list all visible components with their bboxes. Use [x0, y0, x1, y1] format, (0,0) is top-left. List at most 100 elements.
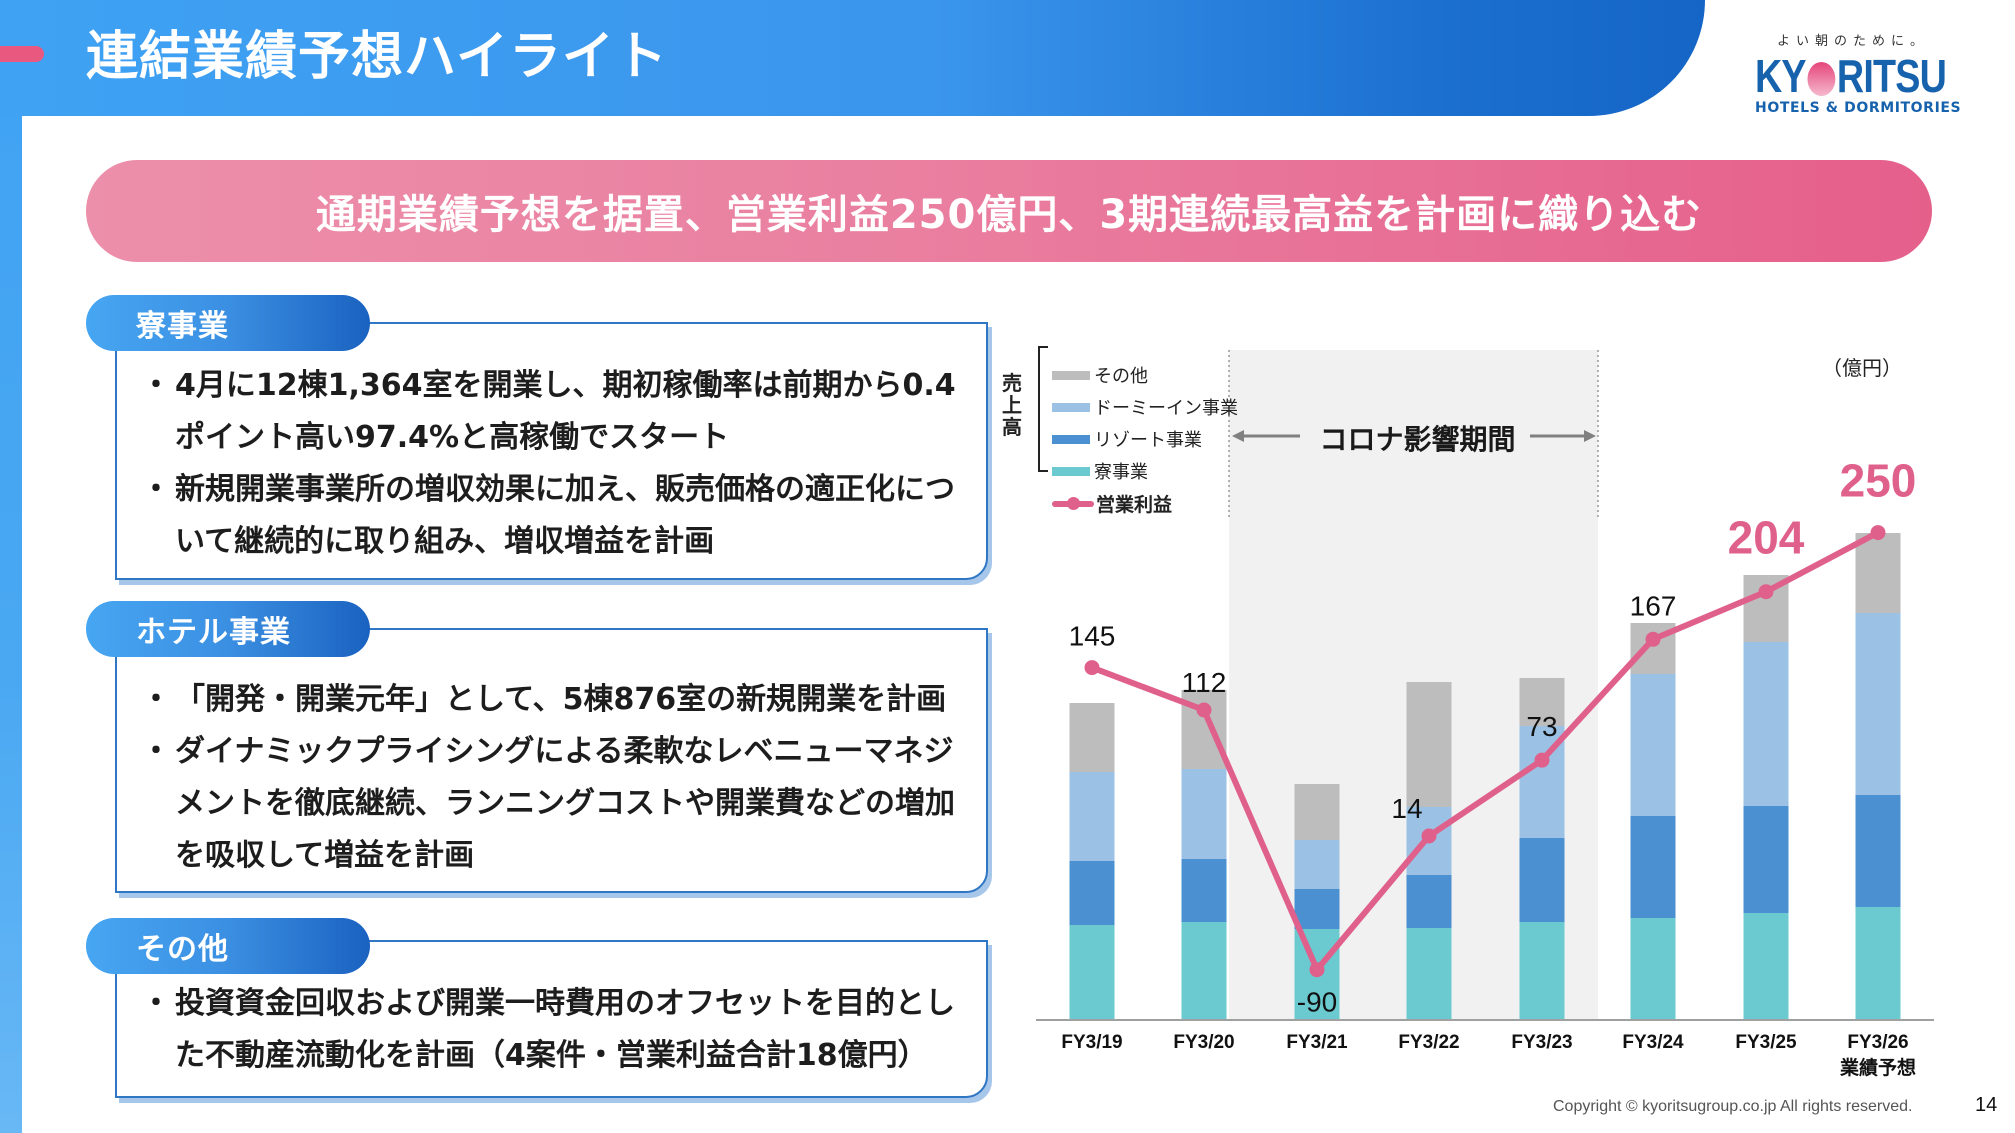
- legend-bracket: [1038, 346, 1048, 472]
- page-number: 14: [1975, 1094, 1998, 1116]
- profit-data-label: 73: [1526, 711, 1557, 742]
- bar-segment: [1743, 642, 1789, 806]
- bar-segment: [1406, 682, 1452, 807]
- legend-label: 寮事業: [1094, 462, 1148, 483]
- bar-segment: [1406, 928, 1452, 1019]
- bar-segment: [1406, 807, 1452, 875]
- header-band: [0, 0, 1705, 116]
- bar-segment: [1294, 840, 1340, 889]
- bar-stack-FY3/19: [1069, 703, 1115, 1019]
- bar-stack-FY3/20: [1181, 690, 1227, 1019]
- bullet-item: 「開発・開業元年」として、5棟876室の新規開業を計画: [141, 674, 968, 726]
- x-tick-label: FY3/23: [1511, 1032, 1572, 1053]
- bar-segment: [1855, 533, 1901, 613]
- headline-text: 通期業績予想を据置、営業利益250億円、3期連続最高益を計画に織り込む: [315, 192, 1703, 238]
- legend-sales-label: 売上高: [1002, 371, 1022, 439]
- x-tick-label: FY3/20: [1173, 1032, 1234, 1053]
- header-accent-mark: [0, 46, 44, 62]
- headline-banner: 通期業績予想を据置、営業利益250億円、3期連続最高益を計画に織り込む: [86, 160, 1932, 262]
- footer-copyright: Copyright © kyoritsugroup.co.jp All righ…: [1553, 1098, 1913, 1115]
- bar-segment: [1855, 613, 1901, 795]
- x-tick-label: FY3/24: [1622, 1032, 1684, 1053]
- chart-unit-label: （億円）: [1822, 356, 1902, 380]
- profit-marker: [1645, 631, 1661, 647]
- bar-segment: [1519, 678, 1565, 726]
- section-tag-other: その他: [86, 918, 370, 974]
- legend-label: 営業利益: [1096, 494, 1173, 516]
- bar-segment: [1630, 816, 1676, 918]
- x-tick-label: FY3/19: [1061, 1032, 1122, 1053]
- page-title: 連結業績予想ハイライト: [86, 27, 668, 87]
- bar-segment: [1630, 674, 1676, 816]
- legend-swatch-resort: [1052, 434, 1090, 444]
- profit-marker: [1758, 584, 1774, 600]
- profit-marker: [1196, 702, 1212, 718]
- x-tick-label: FY3/21: [1286, 1032, 1348, 1053]
- covid-period-text: コロナ影響期間: [1305, 423, 1530, 456]
- bar-segment: [1743, 806, 1789, 913]
- x-tick-sublabel: 業績予想: [1839, 1056, 1916, 1079]
- x-tick-label: FY3/26: [1847, 1032, 1908, 1053]
- bar-segment: [1855, 795, 1901, 907]
- bar-segment: [1519, 838, 1565, 922]
- profit-data-label: 14: [1391, 793, 1422, 824]
- profit-data-label: 167: [1630, 590, 1677, 621]
- section-hotel-box: 「開発・開業元年」として、5棟876室の新規開業を計画 ダイナミックプライシング…: [115, 628, 988, 893]
- bar-segment: [1069, 772, 1115, 861]
- bar-segment: [1181, 769, 1227, 859]
- bar-stack-FY3/23: [1519, 678, 1565, 1019]
- bullet-item: 投資資金回収および開業一時費用のオフセットを目的とした不動産流動化を計画（4案件…: [141, 978, 968, 1082]
- covid-period-label: コロナ影響期間: [1230, 418, 1605, 458]
- bar-segment: [1069, 861, 1115, 925]
- logo-wordmark: KY RITSU: [1755, 50, 1947, 102]
- profit-data-label: 112: [1182, 667, 1227, 698]
- section-tag-dormitory: 寮事業: [86, 295, 370, 351]
- other-bullets: 投資資金回収および開業一時費用のオフセットを目的とした不動産流動化を計画（4案件…: [117, 942, 986, 1082]
- profit-marker: [1421, 828, 1437, 844]
- left-accent-band: [0, 0, 22, 1133]
- legend-item-dormitory: 寮事業: [1052, 458, 1148, 484]
- bar-segment: [1519, 726, 1565, 838]
- section-dormitory-box: 4月に12棟1,364室を開業し、期初稼働率は前期から0.4ポイント高い97.4…: [115, 322, 988, 580]
- bullet-item: 4月に12棟1,364室を開業し、期初稼働率は前期から0.4ポイント高い97.4…: [141, 360, 968, 464]
- legend-item-resort: リゾート事業: [1052, 426, 1202, 452]
- bar-segment: [1519, 922, 1565, 1019]
- bar-stack-FY3/25: [1743, 575, 1789, 1019]
- legend-line-marker-icon: [1052, 496, 1094, 510]
- bar-segment: [1406, 875, 1452, 928]
- profit-marker: [1534, 752, 1550, 768]
- bar-segment: [1630, 623, 1676, 674]
- bar-stack-FY3/26: [1855, 533, 1901, 1019]
- bar-stack-FY3/21: [1294, 784, 1340, 1019]
- legend-item-operating-profit: 営業利益: [1052, 490, 1172, 517]
- bar-stack-FY3/24: [1630, 623, 1676, 1019]
- bar-segment: [1743, 913, 1789, 1019]
- bar-segment: [1294, 784, 1340, 840]
- bar-segment: [1855, 907, 1901, 1019]
- legend-swatch-dormyinn: [1052, 402, 1090, 412]
- profit-data-label: 204: [1728, 512, 1805, 564]
- x-tick-label: FY3/25: [1735, 1032, 1797, 1053]
- legend-item-dormyinn: ドーミーイン事業: [1052, 394, 1238, 420]
- bar-segment: [1069, 925, 1115, 1019]
- legend-label: その他: [1094, 366, 1148, 387]
- profit-marker: [1309, 962, 1325, 978]
- bar-segment: [1069, 703, 1115, 772]
- legend-swatch-dormitory: [1052, 466, 1090, 476]
- bar-segment: [1630, 918, 1676, 1019]
- profit-data-label: -90: [1297, 987, 1337, 1018]
- legend-item-other: その他: [1052, 362, 1148, 388]
- hotel-bullets: 「開発・開業元年」として、5棟876室の新規開業を計画 ダイナミックプライシング…: [117, 630, 986, 882]
- profit-marker: [1084, 660, 1100, 676]
- legend-label: リゾート事業: [1094, 430, 1202, 451]
- logo-word-right: RITSU: [1836, 50, 1947, 102]
- legend-label: ドーミーイン事業: [1094, 398, 1238, 419]
- bar-stack-FY3/22: [1406, 682, 1452, 1019]
- bullet-item: ダイナミックプライシングによる柔軟なレベニューマネジメントを徹底継続、ランニング…: [141, 726, 968, 882]
- legend-swatch-other: [1052, 370, 1090, 380]
- profit-data-label: 250: [1840, 455, 1917, 507]
- company-logo: よい朝のために。 KY RITSU HOTELS & DORMITORIES: [1755, 30, 1961, 120]
- sun-icon: [1807, 62, 1836, 96]
- bar-segment: [1294, 929, 1340, 1019]
- profit-marker: [1870, 525, 1886, 541]
